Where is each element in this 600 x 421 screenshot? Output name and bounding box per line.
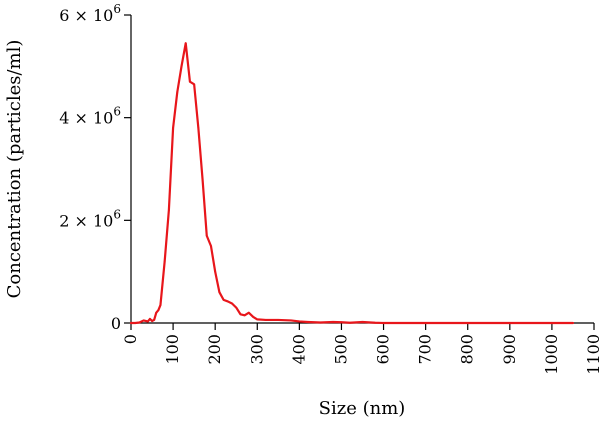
- data-point: [197, 127, 200, 129]
- data-point: [155, 311, 158, 314]
- x-tick-label: 300: [247, 334, 266, 365]
- data-point: [231, 302, 233, 305]
- data-point: [163, 260, 166, 263]
- y-tick-label-base: 2 × 10: [59, 211, 113, 230]
- data-point: [130, 322, 132, 324]
- data-point: [298, 320, 301, 323]
- data-point: [247, 311, 250, 314]
- y-tick-label: 6 × 106: [59, 2, 121, 25]
- data-point: [180, 65, 183, 68]
- x-axis-title: Size (nm): [319, 398, 406, 419]
- y-tick-label-base: 4 × 10: [59, 109, 113, 128]
- data-point: [214, 270, 217, 273]
- x-tick-label: 700: [416, 334, 435, 365]
- data-point: [264, 319, 267, 321]
- data-point: [348, 321, 351, 324]
- data-point: [142, 319, 145, 322]
- y-tick-label-exponent: 6: [113, 207, 121, 221]
- data-point: [205, 234, 208, 237]
- data-point: [184, 42, 187, 45]
- x-tick-label: 0: [121, 334, 140, 344]
- data-point: [226, 300, 229, 303]
- data-point: [189, 80, 191, 83]
- x-tick-label: 200: [205, 334, 224, 365]
- data-point: [176, 91, 179, 93]
- x-tick-label: 1100: [584, 334, 600, 375]
- data-point: [218, 291, 221, 294]
- data-point: [146, 320, 149, 323]
- data-point: [572, 322, 574, 324]
- data-point: [134, 322, 137, 324]
- data-point: [306, 321, 309, 323]
- y-tick-label: 0: [111, 314, 121, 333]
- data-point: [157, 309, 160, 312]
- data-point: [361, 321, 364, 323]
- data-point: [332, 321, 334, 323]
- y-tick-label-exponent: 6: [113, 105, 121, 119]
- data-point: [243, 314, 246, 317]
- plot-area: [129, 42, 575, 325]
- x-tick-label: 100: [163, 334, 182, 365]
- data-point: [374, 321, 377, 324]
- data-point: [167, 209, 170, 211]
- data-point: [222, 299, 225, 301]
- x-tick-label: 800: [458, 334, 477, 365]
- data-point: [290, 319, 292, 322]
- data-point: [193, 83, 196, 86]
- data-point: [149, 317, 151, 320]
- data-point: [235, 306, 238, 309]
- x-tick-label: 500: [331, 334, 350, 365]
- data-point: [153, 319, 156, 321]
- x-tick-label: 1000: [542, 334, 561, 375]
- data-point: [159, 304, 162, 306]
- data-point: [319, 321, 322, 324]
- data-point: [151, 320, 153, 322]
- x-tick-label: 600: [374, 334, 393, 365]
- y-axis-title: Concentration (particles/ml): [4, 40, 25, 299]
- y-tick-label-base: 6 × 10: [59, 6, 113, 25]
- data-point: [138, 321, 141, 324]
- data-point: [239, 313, 242, 316]
- data-point: [201, 178, 204, 181]
- data-point: [424, 322, 427, 324]
- data-point: [277, 319, 280, 321]
- y-tick-label: 4 × 106: [59, 105, 121, 128]
- data-point: [172, 127, 174, 129]
- x-ticks: 0 100 200 300 400 500 600 700 800 900 1000 1100: [121, 323, 600, 375]
- data-point: [551, 322, 553, 324]
- y-tick-label: 2 × 106: [59, 207, 121, 230]
- data-point: [340, 321, 343, 324]
- data-point: [382, 322, 385, 324]
- x-tick-label: 400: [289, 334, 308, 365]
- x-tick-label: 900: [500, 334, 519, 365]
- data-point: [466, 322, 469, 324]
- series-line: [129, 42, 575, 325]
- y-tick-label-exponent: 6: [113, 2, 121, 16]
- data-point: [508, 322, 511, 324]
- data-point: [210, 245, 212, 247]
- data-point: [252, 315, 254, 318]
- data-point: [256, 318, 259, 321]
